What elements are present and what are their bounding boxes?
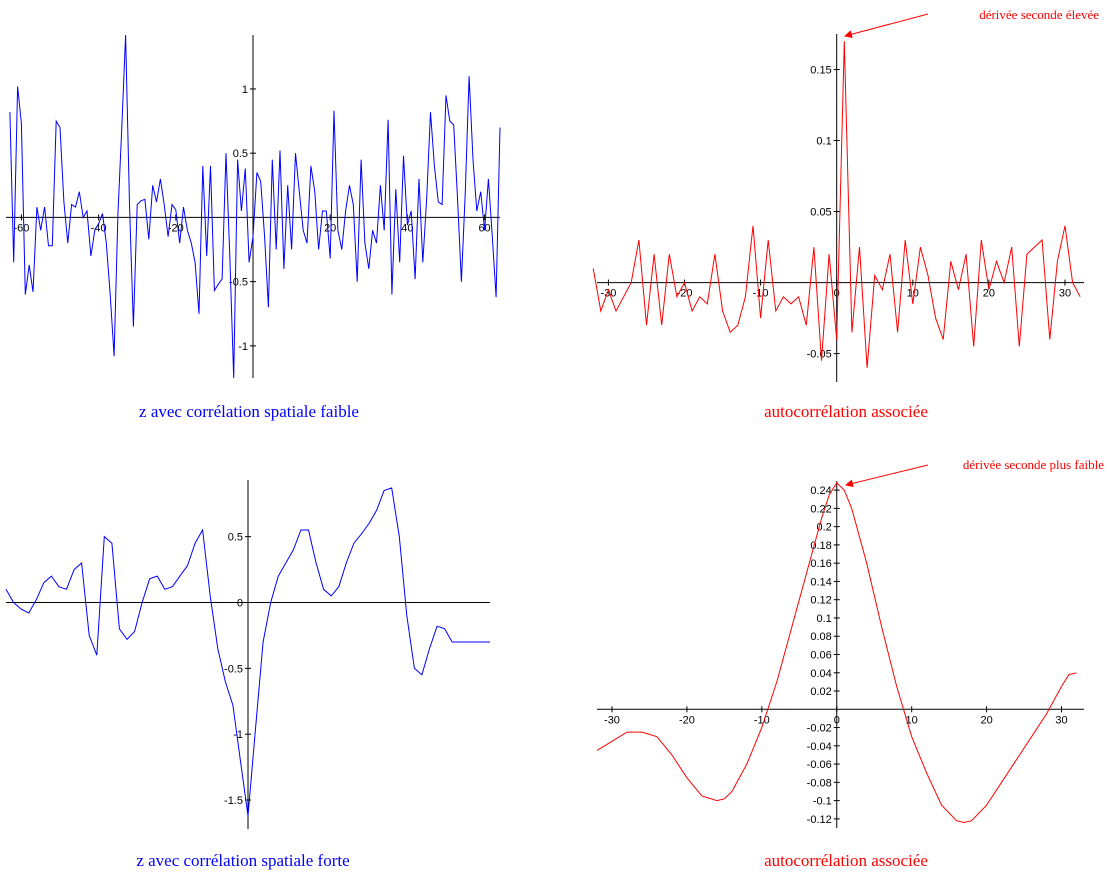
series-line: [9, 34, 501, 379]
series-line: [5, 487, 490, 816]
series-line: [596, 482, 1077, 824]
y-tick-label: 0.06: [810, 650, 831, 662]
caption-strong-correlation: z avec corrélation spatiale forte: [136, 851, 349, 870]
annotation-lower-second-derivative: dérivée seconde plus faible: [963, 457, 1104, 472]
x-tick-label: -30: [600, 288, 616, 300]
y-tick-label: 1: [242, 84, 248, 96]
x-tick-label: 10: [906, 714, 918, 726]
x-tick-label: -20: [679, 714, 695, 726]
annotation-arrow-high: [844, 13, 929, 39]
y-tick-label: -0.06: [807, 759, 832, 771]
y-tick-label: -0.04: [807, 741, 832, 753]
x-tick-label: 10: [907, 288, 919, 300]
y-tick-label: 0.02: [810, 686, 831, 698]
y-tick-label: 0.04: [810, 668, 831, 680]
y-tick-label: -0.1: [813, 796, 832, 808]
x-tick-label: 30: [1059, 288, 1071, 300]
y-tick-label: 0.12: [810, 595, 831, 607]
annotation-high-second-derivative: dérivée seconde élevée: [979, 7, 1099, 22]
y-tick-label: 0.22: [810, 503, 831, 515]
y-tick-label: 0.24: [810, 485, 831, 497]
plot-strong-correlation: 0.5 0 -0.5 -1 -1.5: [5, 480, 490, 829]
x-tick-label: -10: [754, 714, 770, 726]
caption-weak-correlation: z avec corrélation spatiale faible: [139, 402, 359, 421]
caption-autocorrelation-weak: autocorrélation associée: [764, 402, 928, 421]
y-tick-label: -0.02: [807, 723, 832, 735]
x-tick-label: -30: [604, 714, 620, 726]
x-tick-label: 20: [983, 288, 995, 300]
x-tick-label: -60: [13, 222, 29, 234]
y-tick-label: -0.08: [807, 777, 832, 789]
y-tick-label: 0: [237, 597, 243, 609]
y-tick-label: 0.18: [810, 540, 831, 552]
plot-autocorrelation-strong: -30 -20 -10 0 10 20 300.240.220.20.180.160.140…: [596, 481, 1084, 828]
x-tick-label: -20: [168, 222, 184, 234]
y-tick-label: -0.12: [807, 814, 832, 826]
x-tick-label: 0: [834, 288, 840, 300]
x-tick-label: 0: [834, 714, 840, 726]
y-tick-label: -1.5: [224, 795, 243, 807]
y-tick-label: 0.16: [810, 558, 831, 570]
series-line: [592, 41, 1081, 368]
y-tick-label: -0.5: [224, 663, 243, 675]
y-tick-label: -1: [238, 341, 248, 353]
x-tick-label: 40: [401, 222, 413, 234]
y-tick-label: 0.5: [228, 532, 243, 544]
caption-autocorrelation-strong: autocorrélation associée: [764, 851, 928, 870]
x-tick-label: -10: [753, 288, 769, 300]
y-tick-label: 0.1: [816, 136, 831, 148]
y-tick-label: 0.1: [816, 613, 831, 625]
y-tick-label: -1: [233, 729, 243, 741]
y-tick-label: 0.5: [233, 148, 248, 160]
y-tick-label: 0.15: [810, 65, 831, 77]
x-tick-label: 30: [1055, 714, 1067, 726]
y-tick-label: 0.08: [810, 631, 831, 643]
x-tick-label: 20: [980, 714, 992, 726]
annotation-arrow-low: [845, 464, 929, 488]
y-tick-label: 0.14: [810, 576, 831, 588]
x-tick-label: 20: [324, 222, 336, 234]
y-tick-label: -0.5: [229, 277, 248, 289]
y-tick-label: -0.05: [807, 349, 832, 361]
plot-autocorrelation-weak: -30 -20 -10 0 10 20 300.150.10.05-0.05: [592, 34, 1084, 382]
y-tick-label: 0.05: [810, 207, 831, 219]
